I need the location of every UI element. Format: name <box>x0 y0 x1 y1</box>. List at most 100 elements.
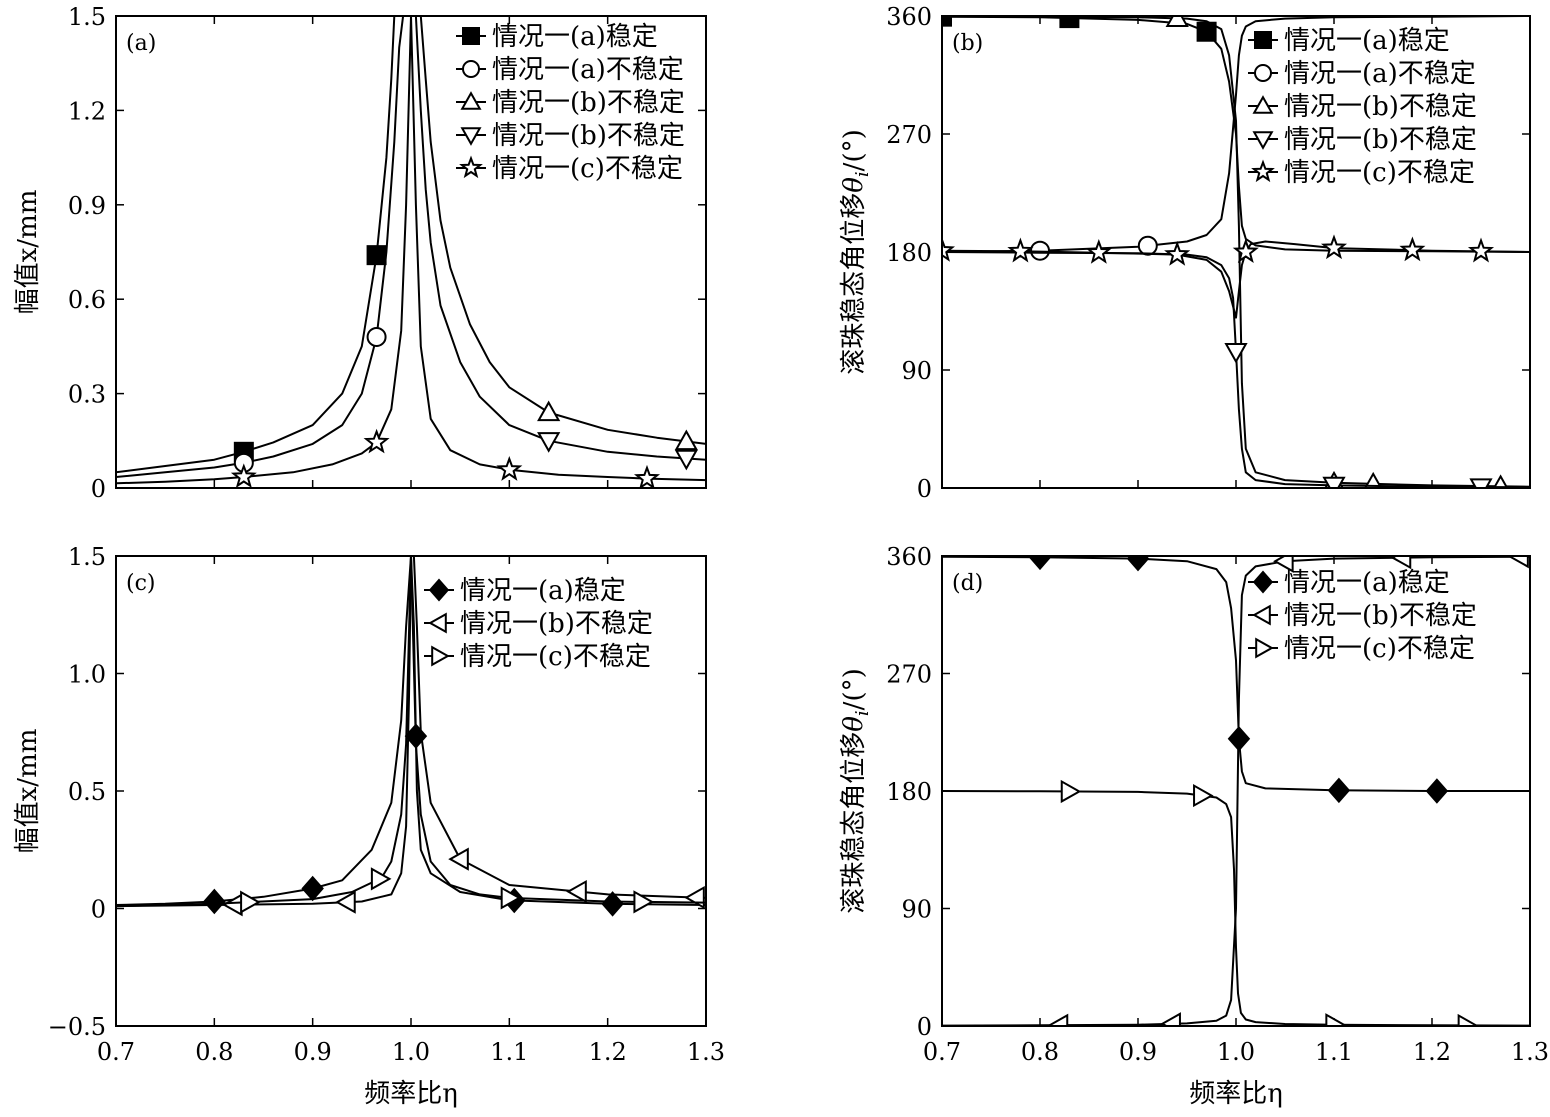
data-point <box>1165 16 1189 28</box>
legend-label: 情况一(b)不稳定 <box>492 88 685 118</box>
x-tick-label: 0.9 <box>294 1038 332 1066</box>
legend-marker <box>459 155 483 179</box>
series-group <box>942 16 1530 488</box>
y-tick-label: 360 <box>886 543 932 571</box>
series-group <box>942 556 1530 1026</box>
x-tick-label: 0.7 <box>97 1038 135 1066</box>
data-point <box>301 875 324 902</box>
series-group <box>116 16 706 488</box>
x-tick-label: 0.8 <box>195 1038 233 1066</box>
y-tick-label: 0.3 <box>68 381 106 409</box>
plot-frame <box>115 555 707 1027</box>
y-tick-label: 0.6 <box>68 286 106 314</box>
x-tick-label: 1.0 <box>392 1038 430 1066</box>
legend-marker <box>460 127 482 146</box>
data-point <box>230 463 257 488</box>
panel-label: (c) <box>126 571 156 596</box>
legend-label: 情况一(a)稳定 <box>1284 26 1450 56</box>
y-tick-label: 0 <box>91 896 106 924</box>
data-point <box>1059 16 1080 29</box>
plot-frame <box>941 15 1531 489</box>
data-point <box>448 847 469 871</box>
data-point <box>1160 1012 1181 1026</box>
x-tick-label: 0.8 <box>1021 1038 1059 1066</box>
x-tick-label: 0.7 <box>923 1038 961 1066</box>
data-point <box>1126 556 1150 572</box>
legend-marker <box>1254 64 1272 82</box>
series-group <box>116 556 706 917</box>
legend-marker <box>428 612 447 634</box>
data-point <box>240 890 261 914</box>
x-tick-label: 1.3 <box>1511 1038 1549 1066</box>
series-line-4 <box>942 251 1530 488</box>
data-point <box>203 888 226 915</box>
series-line-1 <box>942 556 1530 792</box>
data-point <box>1007 237 1034 263</box>
data-point <box>1492 474 1509 488</box>
legend-label: 情况一(a)稳定 <box>492 22 658 52</box>
y-tick-label: 180 <box>886 239 932 267</box>
legend-label: 情况一(b)不稳定 <box>1284 92 1477 122</box>
data-point <box>1085 238 1112 264</box>
legend-label: 情况一(a)稳定 <box>1284 568 1450 598</box>
data-point <box>1322 476 1346 488</box>
legend-label: 情况一(b)不稳定 <box>460 609 653 639</box>
legend-marker <box>1254 31 1272 49</box>
y-axis-label: 滚珠稳态角位移θi/(°) <box>839 129 873 374</box>
data-point <box>566 879 587 904</box>
chart-a: 0 0.3 0.6 0.9 1.2 1.5 (a) 情况一(a)稳定情况一(a)不稳定情况一(… <box>13 3 707 503</box>
x-axis-label: 频率比η <box>364 1079 458 1109</box>
legend-label: 情况一(a)不稳定 <box>492 55 684 85</box>
panel-label: (a) <box>126 31 156 56</box>
x-tick-label: 0.9 <box>1119 1038 1157 1066</box>
y-tick-label: 0.5 <box>68 778 106 806</box>
x-tick-label: 1.2 <box>589 1038 627 1066</box>
y-axis-label: 幅值x/mm <box>13 729 43 854</box>
y-tick-label: 270 <box>886 121 932 149</box>
y-tick-label: 1.5 <box>68 543 106 571</box>
legend-marker <box>462 60 480 78</box>
plot-frame <box>941 555 1531 1027</box>
data-point <box>363 428 390 454</box>
legend-marker <box>1252 95 1274 114</box>
y-axis-label: 幅值x/mm <box>13 190 43 315</box>
y-tick-label: 90 <box>901 357 932 385</box>
data-point <box>335 890 356 914</box>
chart-b: 0 90 180 270 360 (b) 情况一(a)稳定情况一(a)不稳定情况一(b)不稳… <box>839 3 1531 503</box>
data-point <box>1467 237 1495 263</box>
data-point <box>1232 238 1259 264</box>
data-point <box>1193 783 1214 808</box>
data-point <box>1327 777 1351 804</box>
y-tick-label: 1.2 <box>68 97 106 125</box>
series-line-5 <box>942 240 1530 319</box>
y-tick-label: 90 <box>901 896 932 924</box>
series-line-3 <box>942 16 1530 488</box>
legend-label: 情况一(b)不稳定 <box>492 121 685 151</box>
legend-marker <box>1255 637 1274 659</box>
data-point <box>942 236 956 262</box>
data-point <box>500 886 522 910</box>
data-point <box>633 464 661 488</box>
x-tick-label: 1.3 <box>687 1038 725 1066</box>
legend-marker <box>1251 159 1275 183</box>
y-tick-label: 180 <box>886 778 932 806</box>
data-point <box>537 400 561 422</box>
panel-label: (b) <box>952 31 983 56</box>
y-tick-label: 360 <box>886 3 932 31</box>
data-point <box>1399 236 1426 262</box>
y-tick-label: 1.5 <box>68 3 106 31</box>
data-point <box>674 429 698 451</box>
legend-marker <box>1252 570 1274 594</box>
y-tick-label: −0.5 <box>48 1013 106 1041</box>
data-point <box>1320 234 1348 260</box>
data-point <box>1425 778 1449 804</box>
x-tick-label: 1.0 <box>1217 1038 1255 1066</box>
data-point <box>366 326 387 347</box>
y-tick-label: 0 <box>917 1013 932 1041</box>
data-point <box>370 867 392 891</box>
data-point <box>1325 1013 1346 1026</box>
series-line-5 <box>116 16 706 485</box>
y-tick-label: 270 <box>886 661 932 689</box>
series-line-3 <box>116 556 706 908</box>
